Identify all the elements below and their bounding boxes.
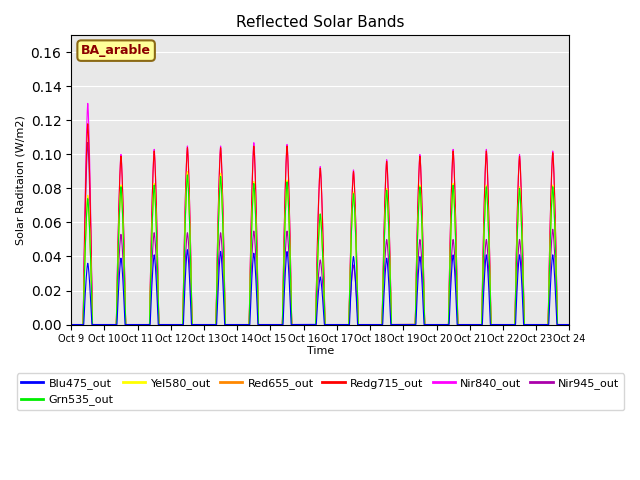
- Grn535_out: [301, 322, 309, 327]
- Line: Red655_out: Red655_out: [71, 173, 570, 324]
- Grn535_out: [566, 322, 573, 327]
- Line: Nir945_out: Nir945_out: [71, 143, 570, 324]
- Nir840_out: [301, 322, 309, 327]
- Blu475_out: [301, 322, 309, 327]
- Text: BA_arable: BA_arable: [81, 44, 151, 57]
- Redg715_out: [84, 121, 92, 127]
- Redg715_out: [404, 322, 412, 327]
- Nir840_out: [460, 322, 468, 327]
- Redg715_out: [565, 322, 573, 327]
- Line: Redg715_out: Redg715_out: [71, 124, 570, 324]
- Nir945_out: [432, 322, 440, 327]
- Red655_out: [157, 322, 164, 327]
- Yel580_out: [566, 322, 573, 327]
- Redg715_out: [566, 322, 573, 327]
- Nir840_out: [404, 322, 412, 327]
- Grn535_out: [184, 172, 191, 178]
- Nir945_out: [565, 322, 573, 327]
- Blu475_out: [460, 322, 468, 327]
- Grn535_out: [157, 322, 164, 327]
- Redg715_out: [67, 322, 75, 327]
- Yel580_out: [157, 322, 164, 327]
- Nir840_out: [565, 322, 573, 327]
- Nir840_out: [67, 322, 75, 327]
- Yel580_out: [404, 322, 412, 327]
- Nir840_out: [84, 100, 92, 106]
- Blu475_out: [566, 322, 573, 327]
- Grn535_out: [432, 322, 440, 327]
- Blu475_out: [67, 322, 75, 327]
- Nir945_out: [84, 140, 92, 145]
- Red655_out: [67, 322, 75, 327]
- Nir945_out: [460, 322, 468, 327]
- Red655_out: [566, 322, 573, 327]
- X-axis label: Time: Time: [307, 346, 334, 356]
- Grn535_out: [404, 322, 412, 327]
- Title: Reflected Solar Bands: Reflected Solar Bands: [236, 15, 404, 30]
- Yel580_out: [565, 322, 573, 327]
- Nir840_out: [566, 322, 573, 327]
- Red655_out: [184, 170, 191, 176]
- Redg715_out: [301, 322, 309, 327]
- Line: Nir840_out: Nir840_out: [71, 103, 570, 324]
- Grn535_out: [565, 322, 573, 327]
- Yel580_out: [67, 322, 75, 327]
- Blu475_out: [157, 322, 164, 327]
- Y-axis label: Solar Raditaion (W/m2): Solar Raditaion (W/m2): [15, 115, 25, 245]
- Red655_out: [432, 322, 440, 327]
- Nir945_out: [301, 322, 309, 327]
- Nir945_out: [67, 322, 75, 327]
- Redg715_out: [460, 322, 468, 327]
- Blu475_out: [432, 322, 440, 327]
- Nir840_out: [432, 322, 440, 327]
- Redg715_out: [157, 322, 164, 327]
- Yel580_out: [460, 322, 468, 327]
- Blu475_out: [404, 322, 412, 327]
- Yel580_out: [184, 168, 191, 174]
- Line: Blu475_out: Blu475_out: [71, 250, 570, 324]
- Line: Grn535_out: Grn535_out: [71, 175, 570, 324]
- Nir945_out: [566, 322, 573, 327]
- Red655_out: [301, 322, 309, 327]
- Nir840_out: [157, 322, 164, 327]
- Nir945_out: [157, 322, 164, 327]
- Yel580_out: [301, 322, 309, 327]
- Red655_out: [460, 322, 468, 327]
- Nir945_out: [404, 322, 412, 327]
- Legend: Blu475_out, Grn535_out, Yel580_out, Red655_out, Redg715_out, Nir840_out, Nir945_: Blu475_out, Grn535_out, Yel580_out, Red6…: [17, 373, 624, 410]
- Redg715_out: [432, 322, 440, 327]
- Grn535_out: [67, 322, 75, 327]
- Line: Yel580_out: Yel580_out: [71, 171, 570, 324]
- Blu475_out: [184, 247, 191, 252]
- Red655_out: [565, 322, 573, 327]
- Yel580_out: [432, 322, 440, 327]
- Red655_out: [404, 322, 412, 327]
- Blu475_out: [565, 322, 573, 327]
- Grn535_out: [460, 322, 468, 327]
